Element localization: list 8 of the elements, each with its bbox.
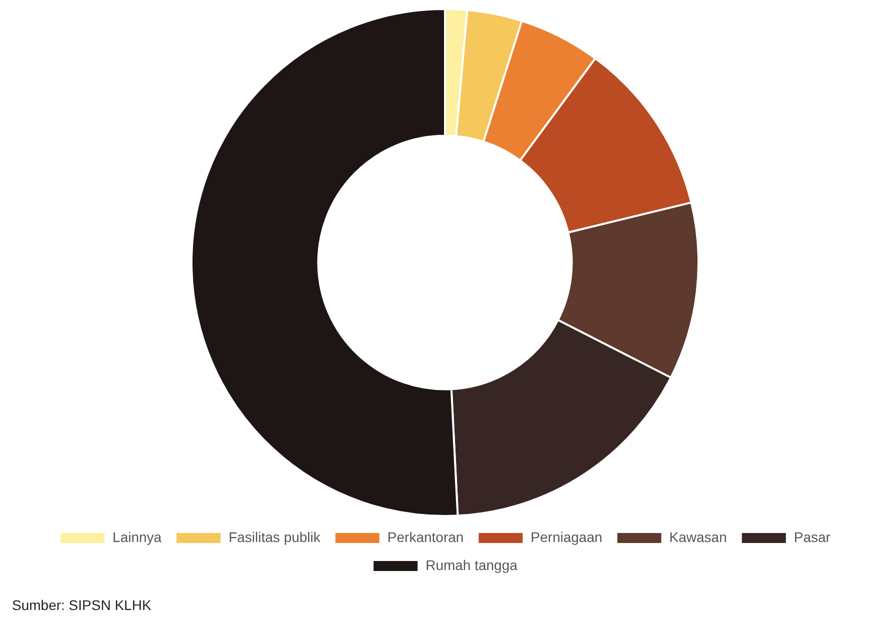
text: Sumber: SIPSN KLHK	[12, 597, 152, 613]
legend-label: Rumah tangga	[426, 556, 518, 573]
legend-label: Pasar	[794, 528, 831, 545]
legend-label: Kawasan	[669, 528, 727, 545]
legend-label: Perniagaan	[530, 528, 602, 545]
legend-label: Fasilitas publik	[228, 528, 322, 545]
legend-label: Perkantoran	[387, 528, 464, 545]
legend-label: Lainnya	[112, 528, 162, 545]
